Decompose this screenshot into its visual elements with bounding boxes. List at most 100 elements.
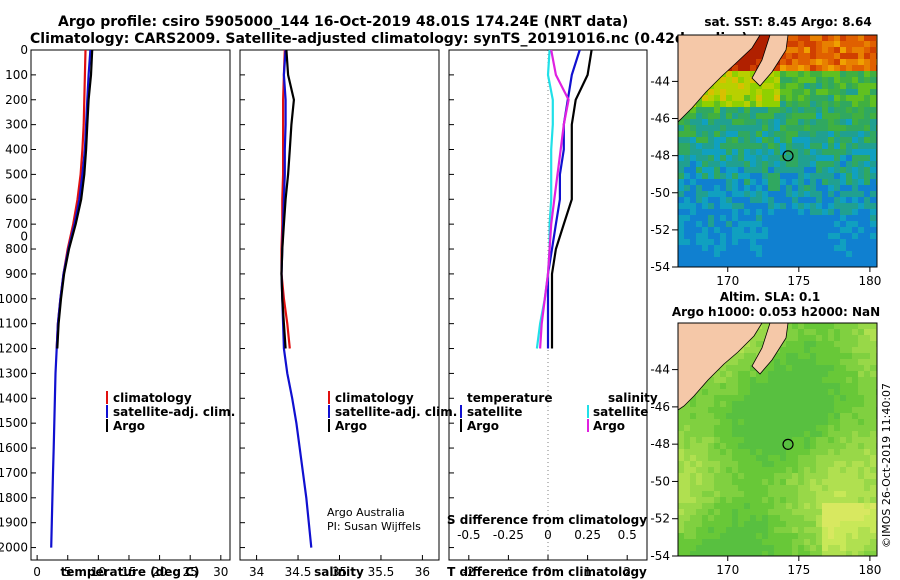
sst-cell	[702, 101, 708, 107]
sla-cell	[792, 455, 798, 461]
sla-cell	[726, 425, 732, 431]
sst-cell	[696, 101, 702, 107]
sla-cell	[864, 455, 870, 461]
sla-cell	[762, 419, 768, 425]
sla-cell	[738, 521, 744, 527]
sla-cell	[690, 425, 696, 431]
sst-cell	[738, 107, 744, 113]
sst-cell	[720, 191, 726, 197]
sst-cell	[834, 131, 840, 137]
sst-cell	[828, 53, 834, 59]
sla-cell	[834, 371, 840, 377]
sla-cell	[684, 425, 690, 431]
sst-cell	[744, 155, 750, 161]
sst-cell	[798, 209, 804, 215]
sst-cell	[816, 227, 822, 233]
sst-cell	[798, 257, 804, 263]
sla-cell	[708, 515, 714, 521]
sla-cell	[756, 509, 762, 515]
sst-cell	[720, 173, 726, 179]
sst-cell	[684, 245, 690, 251]
sla-cell	[738, 497, 744, 503]
sla-cell	[714, 425, 720, 431]
sst-cell	[786, 71, 792, 77]
sla-cell	[852, 545, 858, 551]
sla-cell	[870, 545, 876, 551]
sst-cell	[750, 149, 756, 155]
sla-cell	[822, 353, 828, 359]
sst-cell	[708, 119, 714, 125]
sla-cell	[816, 341, 822, 347]
sst-cell	[768, 173, 774, 179]
sla-cell	[786, 431, 792, 437]
sla-cell	[774, 431, 780, 437]
sst-cell	[750, 77, 756, 83]
sst-cell	[720, 77, 726, 83]
sst-cell	[702, 113, 708, 119]
sla-cell	[690, 527, 696, 533]
sst-cell	[852, 77, 858, 83]
sst-cell	[816, 167, 822, 173]
sla-cell	[780, 545, 786, 551]
sla-cell	[786, 479, 792, 485]
sst-cell	[786, 125, 792, 131]
sla-cell	[870, 371, 876, 377]
sla-cell	[870, 521, 876, 527]
sst-cell	[744, 65, 750, 71]
sst-cell	[708, 125, 714, 131]
sst-cell	[744, 179, 750, 185]
sla-cell	[696, 389, 702, 395]
sla-cell	[714, 521, 720, 527]
sst-cell	[846, 191, 852, 197]
sst-cell	[846, 239, 852, 245]
sla-cell	[840, 497, 846, 503]
sla-cell	[678, 485, 684, 491]
sst-cell	[828, 47, 834, 53]
sla-cell	[714, 419, 720, 425]
sst-cell	[870, 131, 876, 137]
sla-cell	[744, 527, 750, 533]
sla-cell	[690, 491, 696, 497]
sst-cell	[780, 59, 786, 65]
sst-cell	[768, 77, 774, 83]
sst-cell	[738, 59, 744, 65]
sst-cell	[852, 197, 858, 203]
sla-cell	[684, 401, 690, 407]
sst-cell	[744, 77, 750, 83]
sla-cell	[720, 485, 726, 491]
sst-cell	[720, 251, 726, 257]
sla-cell	[858, 449, 864, 455]
sla-cell	[804, 551, 810, 556]
sst-cell	[708, 89, 714, 95]
sst-cell	[684, 173, 690, 179]
sla-cell	[750, 437, 756, 443]
sla-cell	[756, 443, 762, 449]
sla-cell	[810, 485, 816, 491]
sst-cell	[780, 143, 786, 149]
sst-cell	[732, 107, 738, 113]
sla-cell	[690, 467, 696, 473]
sst-cell	[708, 263, 714, 267]
sla-cell	[696, 503, 702, 509]
sla-cell	[804, 407, 810, 413]
y-tick-label: 0	[20, 230, 28, 244]
sst-cell	[786, 185, 792, 191]
sst-cell	[732, 215, 738, 221]
sst-cell	[870, 185, 876, 191]
sst-cell	[780, 209, 786, 215]
sst-cell	[792, 263, 798, 267]
sst-cell	[744, 131, 750, 137]
sst-cell	[786, 227, 792, 233]
sst-cell	[816, 47, 822, 53]
sla-cell	[864, 515, 870, 521]
sst-cell	[780, 221, 786, 227]
sst-cell	[714, 95, 720, 101]
sst-cell	[750, 191, 756, 197]
sla-cell	[750, 509, 756, 515]
sla-cell	[810, 503, 816, 509]
sst-cell	[870, 101, 876, 107]
sst-cell	[798, 101, 804, 107]
credit-line-1: Argo Australia	[327, 506, 405, 519]
sst-cell	[834, 71, 840, 77]
sst-cell	[786, 245, 792, 251]
